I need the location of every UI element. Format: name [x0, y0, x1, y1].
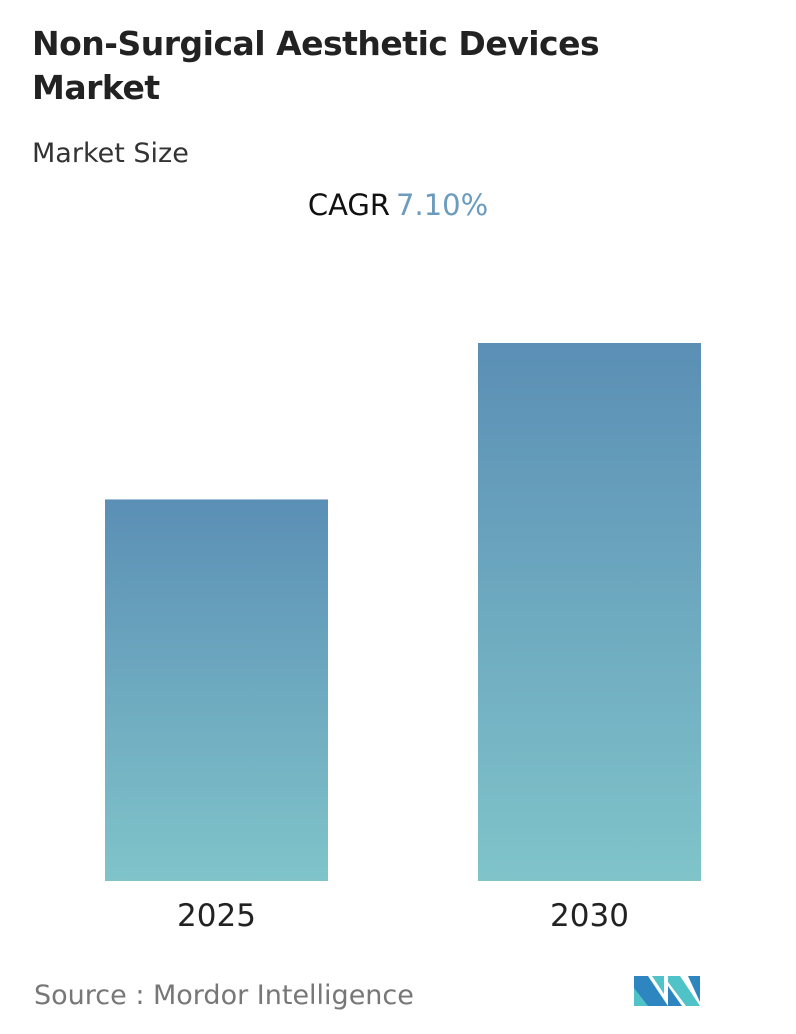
page-title: Non-Surgical Aesthetic Devices Market: [32, 24, 600, 107]
cagr-label: CAGR: [307, 188, 391, 222]
bar-chart: 2025 2030: [105, 343, 701, 934]
subtitle: Market Size: [32, 138, 189, 169]
cagr-value: 7.10%: [396, 188, 489, 222]
source-text: Source : Mordor Intelligence: [34, 980, 414, 1011]
x-tick-label: 2025: [177, 898, 256, 934]
cagr: CAGR 7.10%: [0, 188, 796, 222]
bar-2030: [478, 343, 701, 881]
bar-2025: [105, 499, 328, 881]
x-tick-label: 2030: [550, 898, 629, 934]
